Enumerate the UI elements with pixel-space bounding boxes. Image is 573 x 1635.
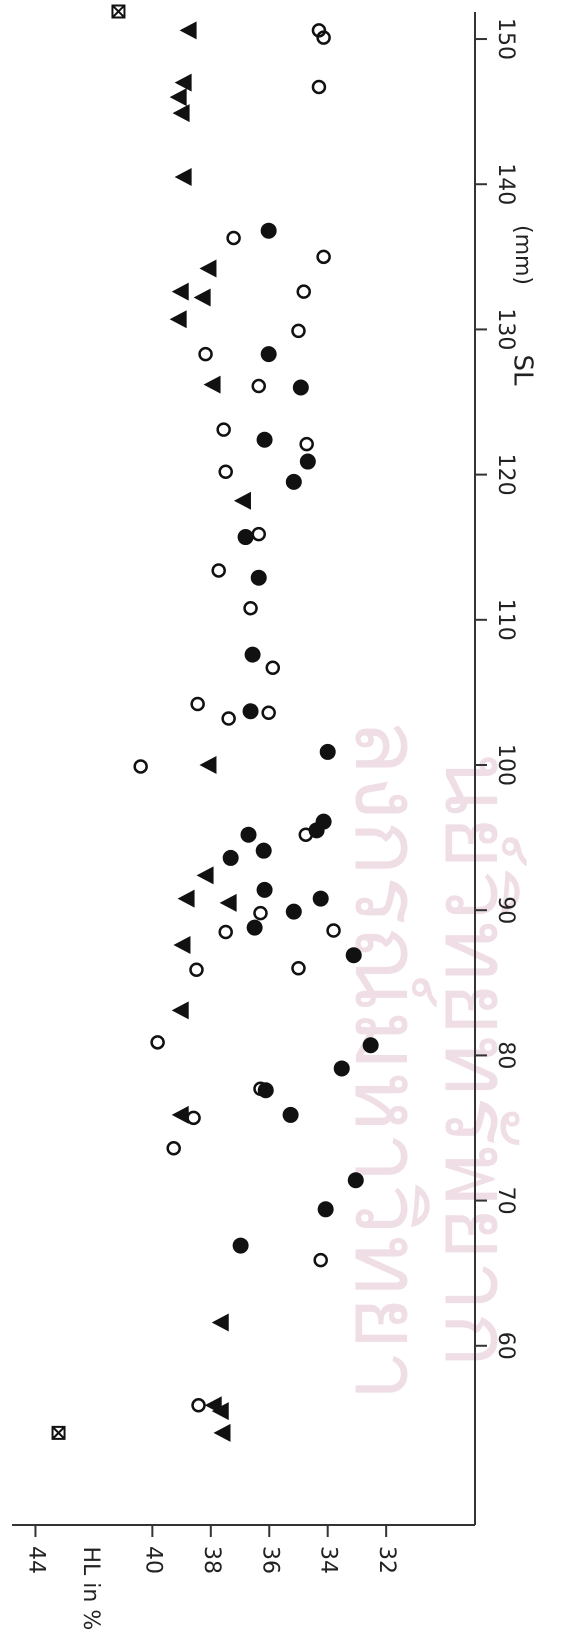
- x-tick-label: 70: [493, 1187, 518, 1215]
- triangle-point: [180, 21, 197, 39]
- x-axis-unit: (mm): [510, 225, 535, 285]
- filled-circle-point: [334, 1060, 350, 1076]
- triangle-point: [172, 283, 189, 301]
- open-circle-point: [135, 760, 147, 772]
- open-circle-point: [315, 1254, 327, 1266]
- triangle-point: [194, 288, 211, 306]
- open-circle-point: [190, 964, 202, 976]
- y-tick-label: 36: [257, 1546, 282, 1574]
- x-tick-label: 130: [493, 308, 518, 350]
- open-circle-point: [218, 424, 230, 436]
- boxed-cross-point: [112, 5, 124, 17]
- triangle-point: [170, 88, 187, 106]
- filled-circle-point: [223, 850, 239, 866]
- open-circle-point: [220, 466, 232, 478]
- open-circle-point: [292, 325, 304, 337]
- triangle-point: [214, 1424, 231, 1442]
- open-circle-point: [188, 1112, 200, 1124]
- triangle-point: [175, 74, 192, 92]
- y-tick-label: 32: [374, 1546, 399, 1574]
- filled-circle-point: [320, 744, 336, 760]
- triangle-point: [220, 894, 237, 912]
- x-tick-label: 110: [493, 599, 518, 641]
- triangle-point: [212, 1314, 229, 1332]
- open-circle-point: [213, 564, 225, 576]
- filled-circle-point: [241, 827, 257, 843]
- open-circle-point: [193, 1399, 205, 1411]
- filled-circle-point: [243, 703, 259, 719]
- open-circle-point: [292, 962, 304, 974]
- triangle-point: [199, 756, 216, 774]
- open-circle-point: [200, 348, 212, 360]
- filled-circle-point: [283, 1107, 299, 1123]
- filled-circle-point: [346, 947, 362, 963]
- triangle-point: [173, 936, 190, 954]
- triangle-point: [173, 104, 190, 122]
- boxed-cross-point: [53, 1427, 65, 1439]
- filled-circle-point: [251, 570, 267, 586]
- filled-circle-point: [256, 843, 272, 859]
- x-tick-label: 90: [493, 896, 518, 924]
- x-axis-label: SL: [508, 355, 538, 387]
- filled-circle-point: [363, 1037, 379, 1053]
- open-circle-point: [313, 81, 325, 93]
- x-tick-label: 150: [493, 18, 518, 60]
- filled-circle-point: [233, 1238, 249, 1254]
- filled-circle-point: [286, 904, 302, 920]
- filled-circle-point: [313, 891, 329, 907]
- chart: นย์วิทยทรัพยาก ลงกรณ์มหาวิทยา SL (mm) HL…: [0, 0, 573, 1635]
- triangle-point: [204, 376, 221, 394]
- open-circle-point: [253, 380, 265, 392]
- x-tick-label: 80: [493, 1041, 518, 1069]
- watermark: ลงกรณ์มหาวิทยา: [334, 719, 441, 1402]
- y-tick-label: 40: [140, 1546, 165, 1574]
- open-circle-point: [220, 926, 232, 938]
- open-circle-point: [168, 1142, 180, 1154]
- filled-circle-point: [261, 346, 277, 362]
- filled-circle-point: [238, 529, 254, 545]
- filled-circle-point: [247, 920, 263, 936]
- open-circle-point: [298, 286, 310, 298]
- filled-circle-point: [293, 380, 309, 396]
- open-circle-point: [245, 602, 257, 614]
- filled-circle-point: [257, 432, 273, 448]
- triangle-point: [197, 866, 214, 884]
- open-circle-point: [228, 232, 240, 244]
- x-tick-label: 60: [493, 1332, 518, 1360]
- open-circle-point: [267, 662, 279, 674]
- x-tick-label: 120: [493, 454, 518, 496]
- x-tick-label: 140: [493, 163, 518, 205]
- open-circle-point: [192, 698, 204, 710]
- filled-circle-point: [300, 454, 316, 470]
- triangle-point: [199, 259, 216, 277]
- open-circle-point: [253, 528, 265, 540]
- filled-circle-point: [318, 1201, 334, 1217]
- open-circle-point: [318, 251, 330, 263]
- open-circle-point: [223, 713, 235, 725]
- open-circle-point: [263, 707, 275, 719]
- triangle-point: [234, 492, 251, 510]
- y-tick-label: 44: [23, 1546, 48, 1574]
- x-tick-label: 100: [493, 744, 518, 786]
- open-circle-point: [254, 907, 266, 919]
- filled-circle-point: [257, 882, 273, 898]
- triangle-point: [170, 310, 187, 328]
- filled-circle-point: [245, 647, 261, 663]
- filled-circle-point: [348, 1172, 364, 1188]
- open-circle-point: [301, 438, 313, 450]
- triangle-point: [172, 1106, 189, 1124]
- triangle-point: [178, 890, 195, 908]
- filled-circle-point: [261, 223, 277, 239]
- y-tick-label: 38: [199, 1546, 224, 1574]
- open-circle-point: [152, 1036, 164, 1048]
- triangle-point: [175, 168, 192, 186]
- y-axis-label: HL in % SL: [78, 1547, 103, 1635]
- y-tick-label: 34: [316, 1546, 341, 1574]
- triangle-point: [172, 1001, 189, 1019]
- filled-circle-point: [286, 474, 302, 490]
